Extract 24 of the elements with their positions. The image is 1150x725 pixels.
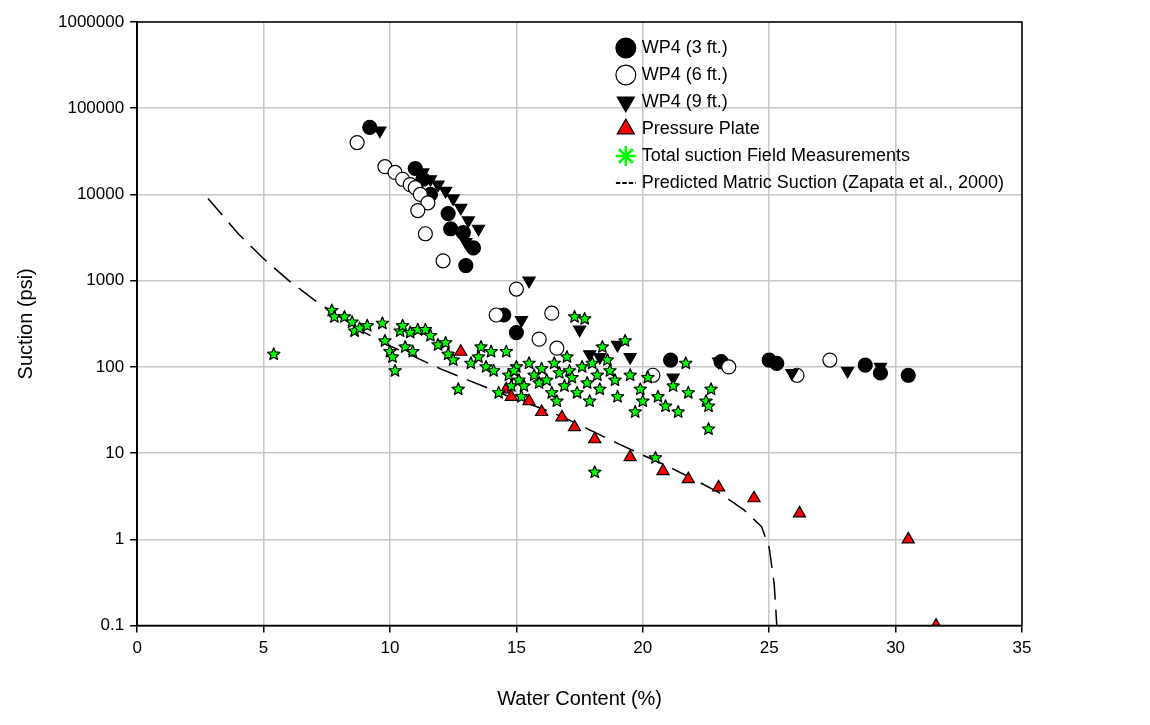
x-tick-label: 35 (1012, 638, 1032, 658)
y-tick-label: 100 (95, 356, 125, 376)
legend-label: Total suction Field Measurements (641, 144, 910, 165)
y-tick-label: 0.1 (100, 615, 125, 635)
x-tick-label: 5 (258, 638, 269, 658)
legend-label: Predicted Matric Suction (Zapata et al., 2000) (641, 171, 1005, 192)
y-tick-label: 100000 (67, 97, 125, 117)
y-tick-label: 10000 (76, 184, 125, 204)
y-tick-label: 1 (114, 529, 125, 549)
legend-label: WP4 (9 ft.) (641, 90, 728, 111)
y-tick-label: 1000000 (57, 11, 125, 31)
x-tick-label: 30 (886, 638, 906, 658)
legend-label: WP4 (6 ft.) (641, 63, 728, 84)
x-axis-title: Water Content (%) (497, 686, 663, 709)
y-tick-label: 1000 (86, 270, 125, 290)
y-tick-label: 10 (105, 442, 125, 462)
x-tick-label: 25 (759, 638, 779, 658)
legend-label: WP4 (3 ft.) (641, 36, 728, 57)
y-axis-title: Suction (psi) (13, 268, 36, 380)
x-tick-label: 0 (132, 638, 142, 658)
x-tick-label: 20 (633, 638, 653, 658)
x-tick-label: 15 (506, 638, 526, 658)
legend-label: Pressure Plate (641, 117, 760, 138)
x-tick-label: 10 (380, 638, 400, 658)
